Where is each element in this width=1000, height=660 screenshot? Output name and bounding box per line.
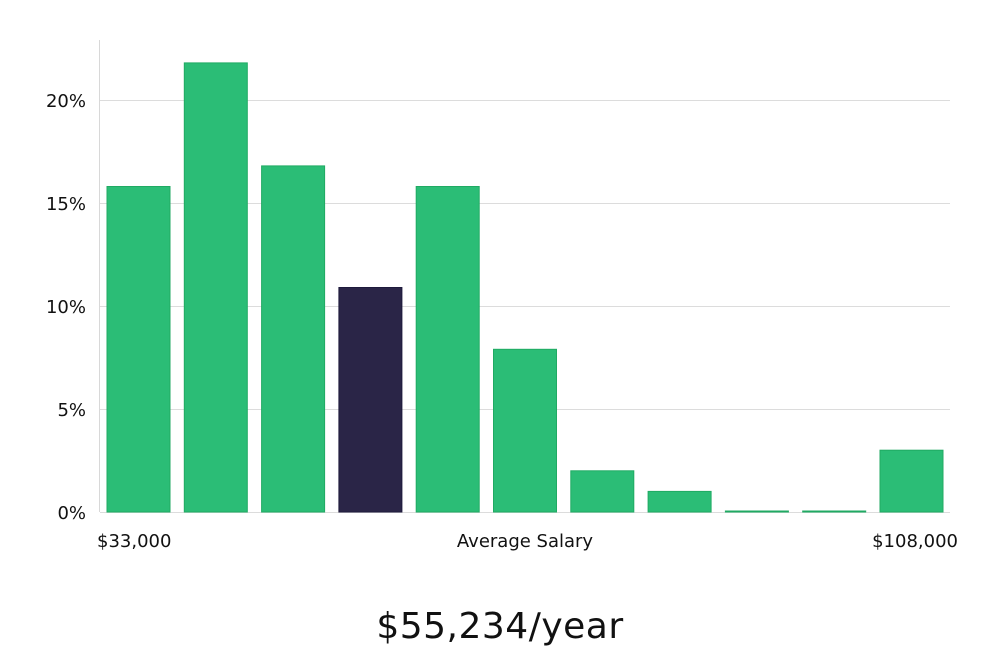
histogram-bars [106,62,944,513]
histogram-bar [647,490,712,513]
histogram-bar [493,348,557,513]
y-tick-label: 15% [46,194,86,215]
salary-histogram-chart: 0% 5% 10% 15% 20% $33,000 Average Salary $10… [46,40,958,552]
x-axis-title: Average Salary [457,531,594,552]
histogram-bar [183,62,248,513]
histogram-bar [570,470,635,513]
histogram-bar-highlighted [338,287,403,513]
histogram-bar [802,510,867,513]
histogram-bar [106,186,171,513]
x-axis-min-label: $33,000 [97,531,171,552]
x-axis-labels: $33,000 Average Salary $108,000 [97,531,958,552]
histogram-bar [261,165,326,513]
y-tick-label: 20% [46,91,86,112]
y-tick-label: 0% [57,503,86,524]
histogram-bar [724,510,789,513]
histogram-bar [415,186,480,513]
y-tick-label: 5% [57,400,86,421]
histogram-bar [879,449,944,513]
x-axis-max-label: $108,000 [872,531,958,552]
y-tick-label: 10% [46,297,86,318]
average-salary-value: $55,234/year [376,606,624,647]
y-axis-ticks: 0% 5% 10% 15% 20% [46,91,86,524]
